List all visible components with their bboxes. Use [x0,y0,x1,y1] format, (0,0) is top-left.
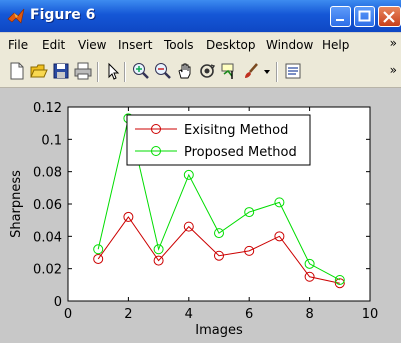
x-tick-label: 10 [362,307,379,322]
series-2-point [93,244,104,255]
x-axis-label: Images [195,323,243,338]
y-tick-label: 0.02 [33,263,62,278]
series-2-point [183,169,194,180]
figure-toolbar: » [0,57,401,88]
series-2-point [244,207,255,218]
brush-icon[interactable] [242,62,260,80]
open-file-icon[interactable] [30,62,48,80]
series-1-point [274,231,285,242]
toolbar-separator [276,62,278,82]
legend-swatch-marker [151,124,161,134]
legend-entry-1: Exisitng Method [184,123,288,138]
series-1-point [244,245,255,256]
series-line-1 [97,216,340,284]
toolbar-separator [124,62,126,82]
series-1-point [183,221,194,232]
maximize-icon [358,10,371,22]
close-icon [383,11,395,23]
save-icon[interactable] [52,62,70,80]
minimize-icon [336,19,344,21]
menu-overflow-button[interactable]: » [389,36,397,50]
series-1-point [214,250,224,261]
menu-file[interactable]: File [8,38,29,52]
x-tick-label: 6 [245,307,253,322]
maximize-button[interactable] [354,6,375,27]
menu-view[interactable]: View [78,38,107,52]
menu-tools[interactable]: Tools [164,38,194,52]
x-tick-label: 0 [64,307,72,322]
legend-box [126,114,311,166]
new-figure-icon[interactable] [8,62,26,80]
x-tick-label: 2 [124,307,132,322]
y-tick-label: 0.06 [33,198,62,213]
menu-insert[interactable]: Insert [118,38,153,52]
series-2-point [214,228,224,239]
series-2-point [274,197,285,208]
figure-canvas: 0 2 4 6 8 10 0 0.02 0.04 0.06 0.08 0.1 0.12 Images Sha… [0,88,401,343]
series-2-point [334,274,345,285]
line-chart: 0 2 4 6 8 10 0 0.02 0.04 0.06 0.08 0.1 0.12 Images Sha… [9,101,379,338]
legend-entry-2: Proposed Method [184,145,297,160]
y-tick-label: 0 [54,295,62,310]
matlab-logo-icon [7,8,25,24]
title-bar[interactable]: Figure 6 [0,0,401,32]
x-tick-label: 4 [185,307,193,322]
series-1-point [304,271,315,282]
y-tick-label: 0.12 [33,101,62,116]
rotate-3d-icon[interactable] [198,62,216,80]
x-tick-label: 8 [305,307,313,322]
close-button[interactable] [378,6,401,27]
y-tick-label: 0.08 [33,166,62,181]
menu-window[interactable]: Window [266,38,314,52]
legend-swatch-marker [151,146,161,156]
series-2-point [304,258,315,269]
menu-desktop[interactable]: Desktop [206,38,256,52]
y-tick-label: 0.04 [33,230,62,245]
dropdown-icon[interactable] [262,62,272,80]
series-1-point [93,253,104,264]
print-icon[interactable] [74,62,92,80]
zoom-out-icon[interactable] [154,62,172,80]
zoom-in-icon[interactable] [132,62,150,80]
series-2-point [153,244,164,255]
menu-bar: File Edit View Insert Tools Desktop Wind… [0,33,401,57]
link-plot-icon[interactable] [284,62,302,80]
window-title: Figure 6 [30,7,96,23]
toolbar-overflow-button[interactable]: » [389,63,397,77]
series-1-point [334,278,345,289]
data-cursor-icon[interactable] [220,62,238,80]
pan-icon[interactable] [176,62,194,80]
toolbar-separator [97,62,99,82]
minimize-button[interactable] [330,6,351,27]
menu-edit[interactable]: Edit [42,38,66,52]
y-tick-label: 0.1 [41,133,62,148]
series-1-point [153,255,164,266]
menu-help[interactable]: Help [322,38,350,52]
y-axis-label: Sharpness [9,170,24,238]
series-1-point [123,211,134,222]
edit-plot-icon[interactable] [104,62,122,80]
